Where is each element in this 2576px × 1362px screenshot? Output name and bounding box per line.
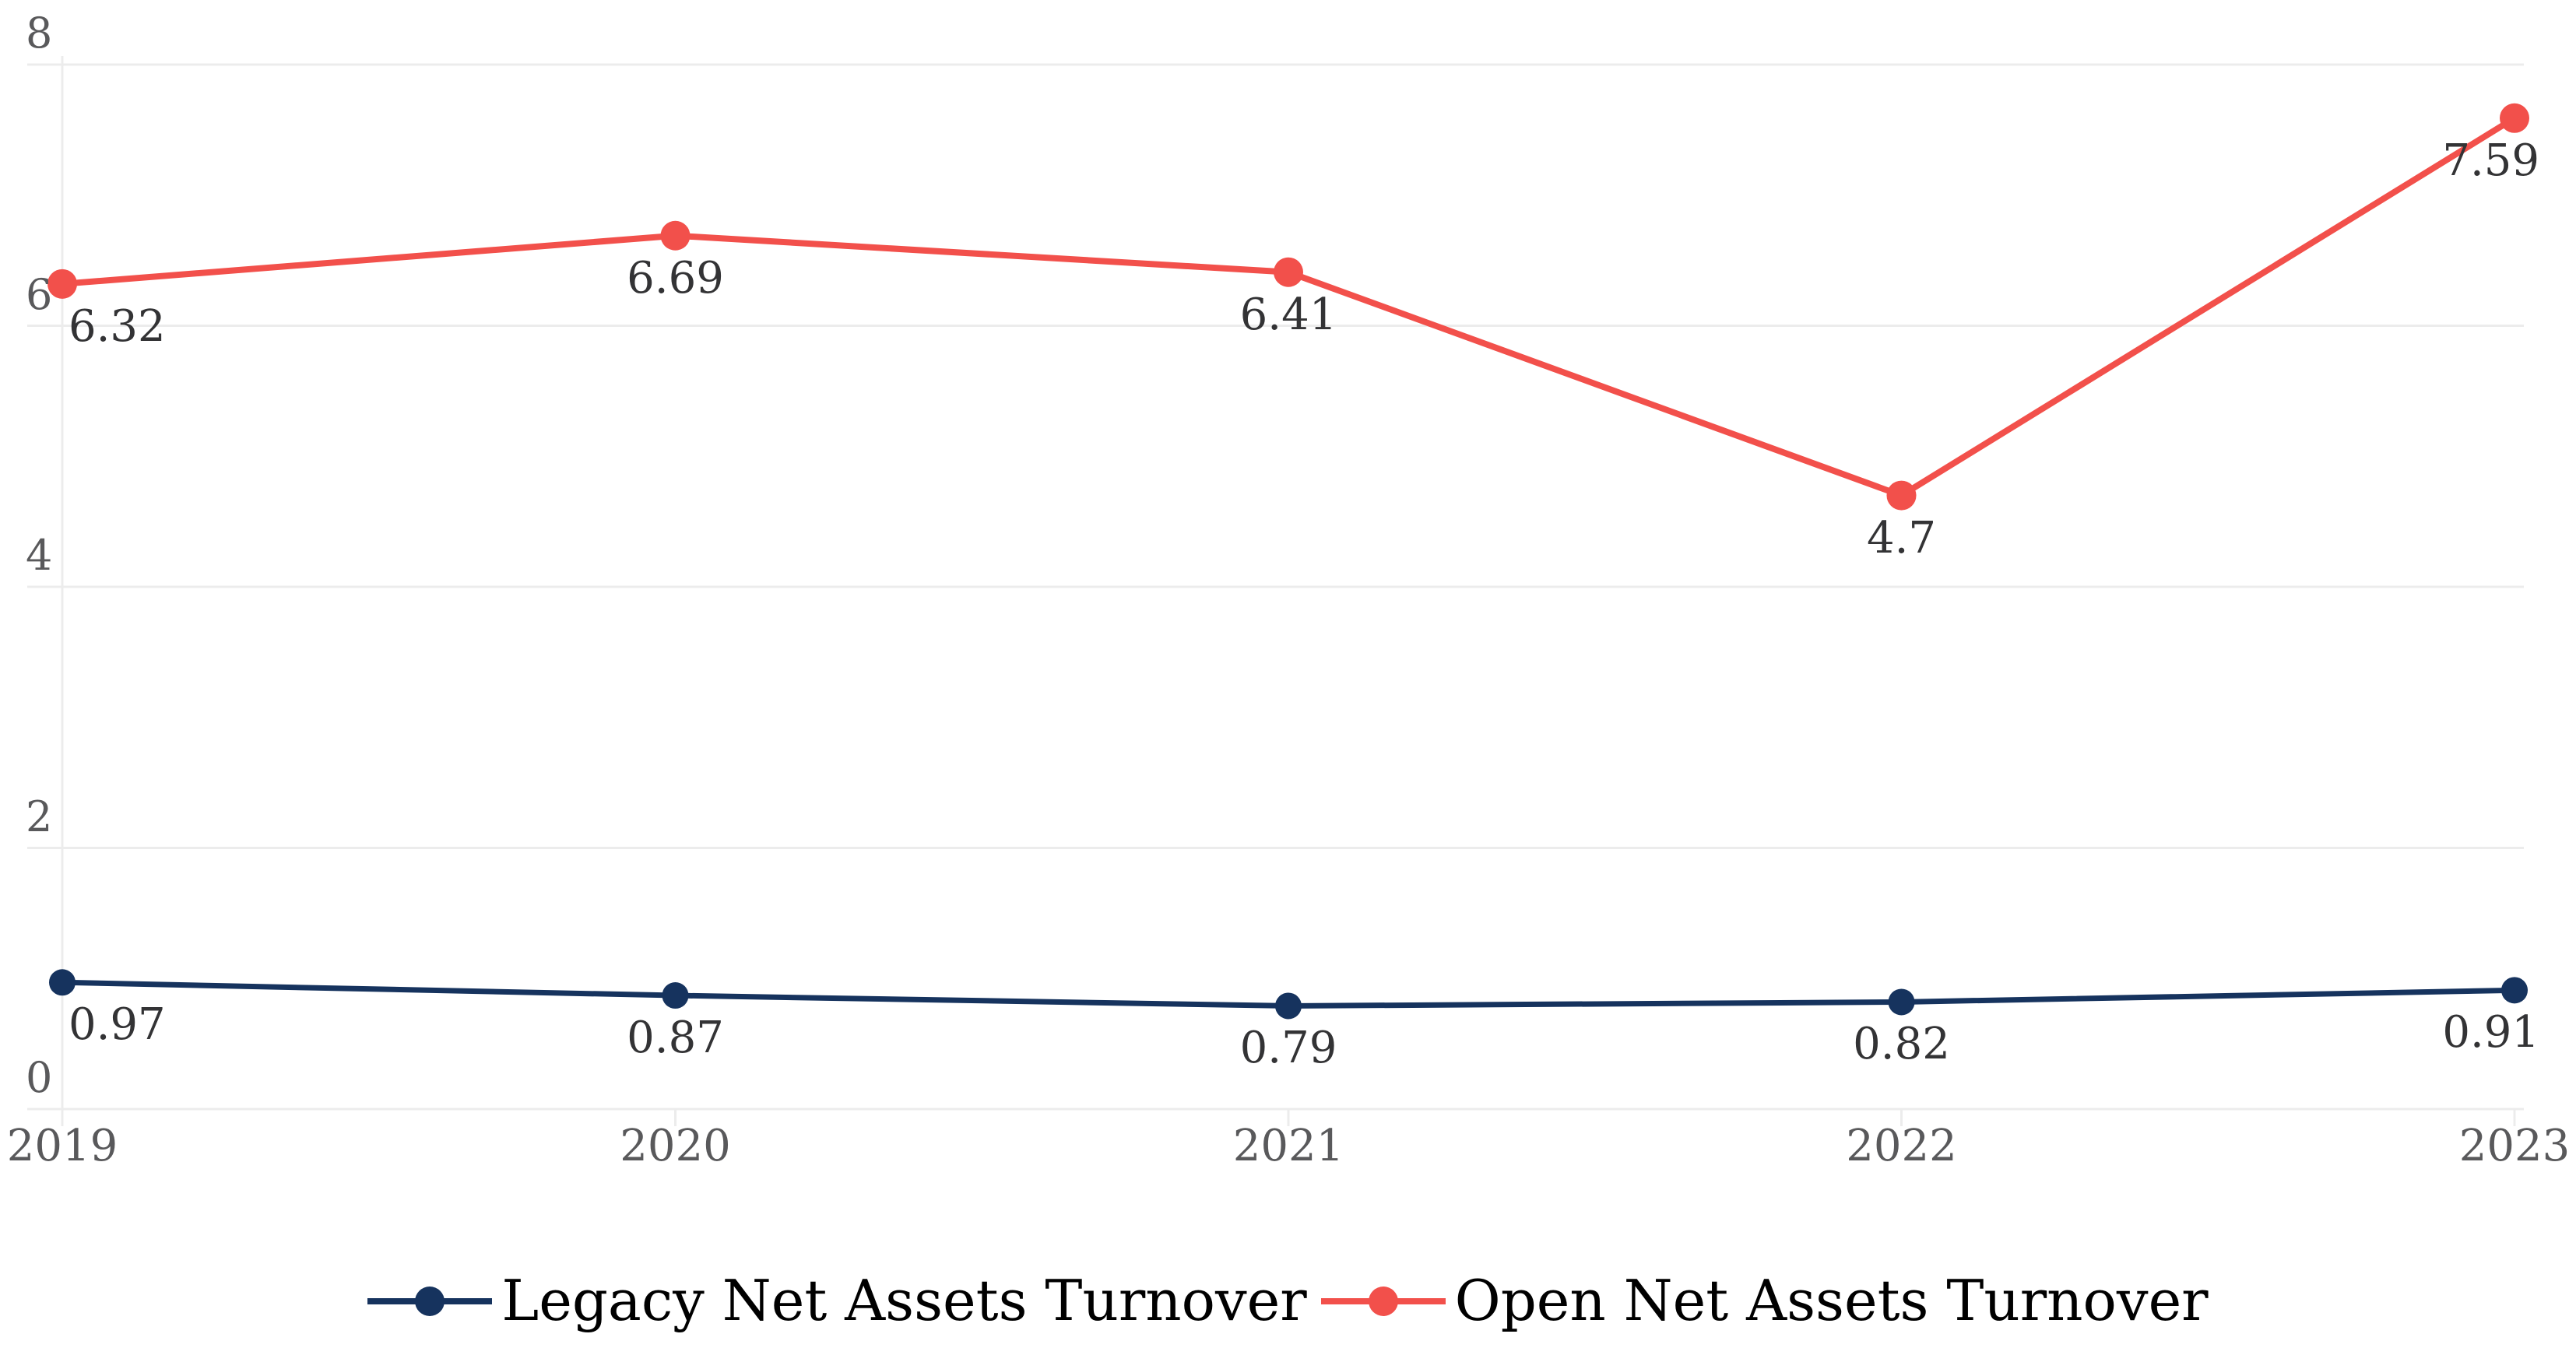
legend-item-open[interactable]: Open Net Assets Turnover [1320,1268,2209,1333]
data-point-label: 0.91 [2442,1007,2539,1058]
y-axis-label: 2 [26,792,53,841]
y-axis-label: 0 [26,1053,53,1102]
data-point [662,982,689,1009]
data-point-label: 6.41 [1239,289,1337,340]
data-point-label: 4.7 [1866,512,1937,563]
data-point [2501,977,2528,1004]
data-point-label: 0.79 [1239,1023,1337,1074]
x-axis-label: 2020 [620,1121,731,1171]
data-point [1275,992,1302,1020]
data-point-label: 0.97 [69,999,166,1051]
legend-line-dot-icon [367,1286,493,1316]
data-point [660,220,691,251]
x-axis-label: 2022 [1846,1121,1957,1171]
data-point [47,269,77,299]
data-point [1888,988,1915,1016]
legend-label: Legacy Net Assets Turnover [501,1268,1307,1333]
data-point-label: 7.59 [2442,135,2539,186]
x-axis-label: 2019 [6,1121,118,1171]
legend-line-dot-icon [1320,1286,1446,1316]
data-point [2500,103,2529,133]
data-point [49,969,76,996]
legend-label: Open Net Assets Turnover [1454,1268,2209,1333]
data-point-label: 0.82 [1853,1019,1950,1070]
y-axis-label: 8 [26,9,53,58]
data-point-label: 6.69 [627,252,724,304]
chart-legend: Legacy Net Assets Turnover Open Net Asset… [0,1268,2576,1333]
x-axis-label: 2023 [2458,1121,2571,1171]
x-axis-label: 2021 [1232,1121,1344,1171]
legend-item-legacy[interactable]: Legacy Net Assets Turnover [367,1268,1307,1333]
y-axis-label: 6 [26,269,53,319]
data-point [1886,480,1917,511]
y-axis-label: 4 [26,531,53,580]
data-point-label: 0.87 [627,1013,724,1064]
data-point [1274,257,1303,287]
data-point-label: 6.32 [69,300,166,352]
